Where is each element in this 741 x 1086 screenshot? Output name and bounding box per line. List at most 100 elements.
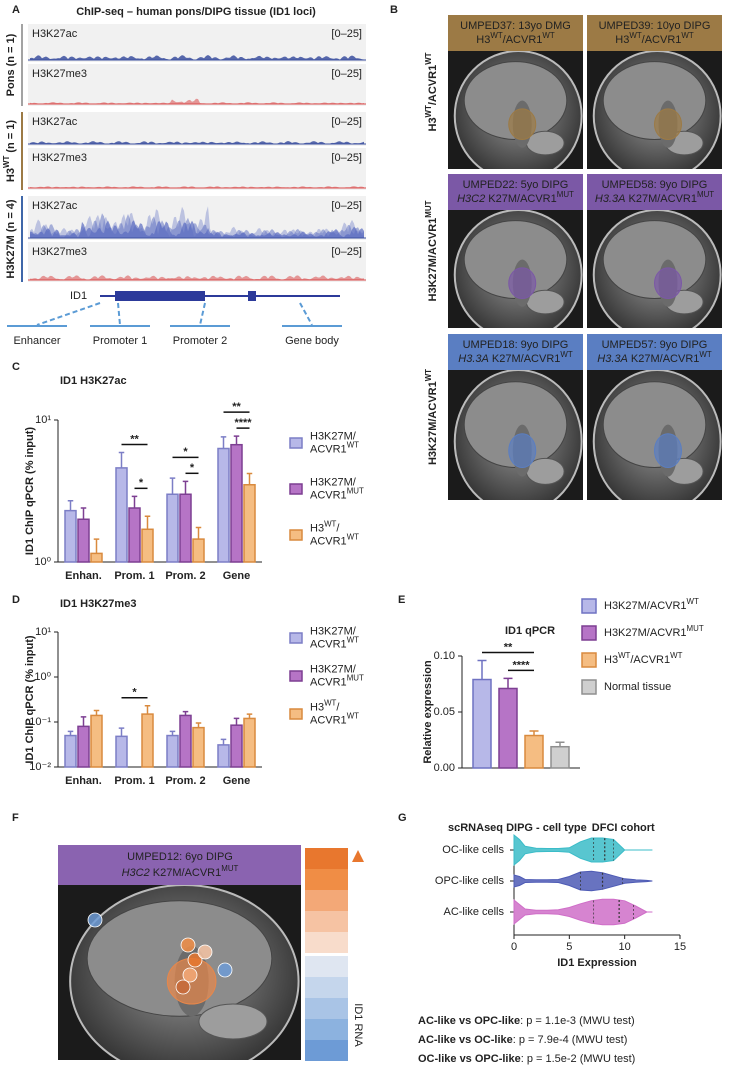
group-label-part: (n = 1) <box>5 120 17 156</box>
bar <box>128 507 141 563</box>
panel-label: D <box>12 594 20 606</box>
track-range: [0–25] <box>331 152 362 164</box>
legend-label: H3K27M/ <box>310 625 357 637</box>
image-caption: UMPED22: 5yo DIPG <box>463 179 569 191</box>
image-header <box>448 334 583 370</box>
mri-image <box>58 885 301 1060</box>
gene-exon <box>248 291 256 301</box>
chart-title: ID1 H3K27ac <box>60 375 127 387</box>
stat-line-part: AC-like vs OPC-like <box>418 1015 520 1027</box>
image-caption-part: WT <box>490 31 502 40</box>
legend-swatch <box>289 670 303 682</box>
bar <box>77 518 90 563</box>
image-caption-part: WT <box>681 31 693 40</box>
group-label-part: H3 <box>5 168 17 182</box>
legend-label: ACVR1WT <box>310 532 359 547</box>
error-bar <box>169 477 176 495</box>
image-caption-part: MUT <box>697 190 714 199</box>
group-label-part: WT <box>2 156 11 168</box>
legend-label-part: H3K27M/ <box>310 476 357 488</box>
bar <box>141 528 154 563</box>
image-caption-part: H3C2 <box>457 193 485 205</box>
scale-cell <box>305 911 348 932</box>
legend-label: ACVR1WT <box>310 711 359 726</box>
stat-line-part: : p = 7.9e-4 (MWU test) <box>513 1034 628 1046</box>
significance-label: * <box>183 446 188 458</box>
image-caption-part: H3.3A <box>595 193 626 205</box>
mri-tumor <box>654 433 682 469</box>
image-caption: H3WT/ACVR1WT <box>476 31 555 46</box>
y-tick-label: 0.10 <box>434 650 455 662</box>
significance-label: **** <box>234 417 252 429</box>
bar <box>192 726 205 768</box>
y-tick-label: 10⁻² <box>29 761 51 773</box>
legend-label-part: H3K27M/ <box>310 430 357 442</box>
legend-label: H3K27M/ <box>310 476 357 488</box>
scale-arrowhead <box>352 850 364 862</box>
mri-image <box>448 370 583 500</box>
error-bar <box>131 495 138 509</box>
legend-label: H3WT/ <box>310 698 340 713</box>
panel-label: A <box>12 4 20 16</box>
y-tick-label: 10⁰ <box>34 556 51 568</box>
error-bar <box>80 507 87 520</box>
error-bar <box>529 730 539 736</box>
error-bar <box>118 727 125 737</box>
legend-label: ACVR1MUT <box>310 673 364 688</box>
legend-label-part: H3K27M/ <box>310 625 357 637</box>
legend-label-part: MUT <box>347 486 364 495</box>
significance-label: * <box>139 477 144 489</box>
image-caption-part: H3 <box>476 34 490 46</box>
legend-label-part: ACVR1 <box>310 638 347 650</box>
violin-half <box>513 911 653 926</box>
bar <box>166 734 179 768</box>
bar <box>472 678 492 769</box>
track-band <box>28 148 366 190</box>
track-name: H3K27ac <box>32 116 78 128</box>
track-band <box>28 24 366 62</box>
image-caption-part: K27M/ACVR1 <box>150 867 222 879</box>
group-label: H3K27M (n = 4) <box>5 199 17 278</box>
region-label: Enhancer <box>13 335 60 347</box>
image-caption: H3.3A K27M/ACVR1WT <box>458 350 573 365</box>
bar <box>64 734 77 768</box>
y-tick-label: 0.05 <box>434 706 455 718</box>
image-caption: H3C2 K27M/ACVR1MUT <box>457 190 574 205</box>
x-axis-label: ID1 Expression <box>557 957 637 969</box>
region-label: Promoter 2 <box>173 335 227 347</box>
error-bar <box>93 538 100 554</box>
violin-half <box>513 898 653 913</box>
image-caption: H3.3A K27M/ACVR1MUT <box>595 190 714 205</box>
track-band <box>28 242 366 282</box>
panel-title: ChIP-seq – human pons/DIPG tissue (ID1 l… <box>76 6 316 18</box>
legend-swatch <box>581 679 597 695</box>
error-bar <box>246 713 253 719</box>
image-caption-part: WT <box>629 31 641 40</box>
image-caption: UMPED58: 9yo DIPG <box>602 179 708 191</box>
stat-line-part: OC-like vs OPC-like <box>418 1053 521 1065</box>
legend-label-part: ACVR1 <box>310 489 347 501</box>
image-caption-part: H3.3A <box>458 353 489 365</box>
legend-swatch <box>289 632 303 644</box>
scale-label: ID1 RNA <box>352 1003 364 1047</box>
error-bar <box>67 499 74 511</box>
stat-line: AC-like vs OC-like: p = 7.9e-4 (MWU test… <box>418 1034 627 1046</box>
legend-label: ACVR1WT <box>310 635 359 650</box>
legend-label: Normal tissue <box>604 681 671 693</box>
bar <box>217 447 230 563</box>
group-label: Pons (n = 1) <box>5 33 17 96</box>
rna-spot <box>187 952 203 968</box>
region-link <box>299 302 313 326</box>
y-tick-label: 10⁻¹ <box>29 716 51 728</box>
legend-label-part: WT <box>347 711 359 720</box>
mri-tumor <box>654 108 682 141</box>
bar <box>179 493 192 563</box>
legend-label-part: WT <box>324 519 336 528</box>
scale-cell <box>305 932 348 953</box>
legend-label-part: WT <box>347 532 359 541</box>
panel-label: G <box>398 812 407 824</box>
legend-swatch <box>581 625 597 641</box>
error-bar <box>144 515 151 530</box>
track-range: [0–25] <box>331 246 362 258</box>
rna-spot <box>175 979 191 995</box>
